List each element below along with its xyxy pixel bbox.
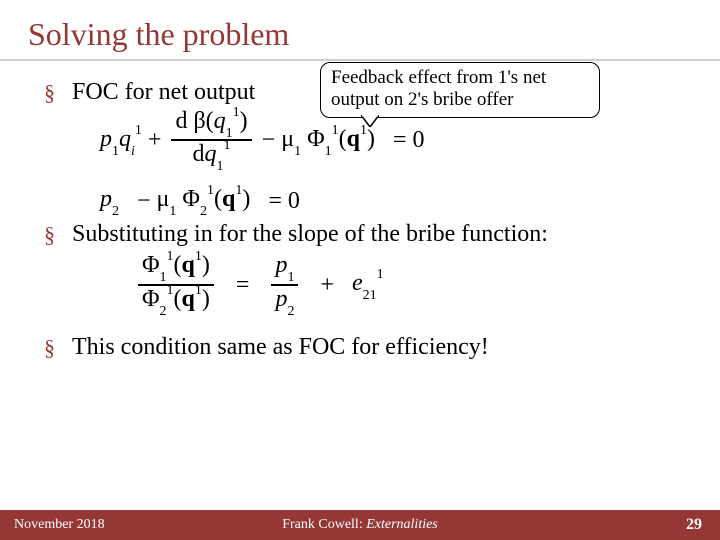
equation-3: Φ11(q1) Φ21(q1) = p1 p2 + e211: [134, 253, 680, 316]
bullet-mark-icon: §: [44, 332, 72, 362]
eq1-p-sub: 1: [112, 144, 119, 159]
eq3-f1t-sub: 1: [160, 270, 167, 285]
eq1-frac-top-q: q: [214, 108, 226, 134]
callout-line2: output on 2's bribe offer: [331, 89, 514, 110]
eq3-f1b-sub: 2: [160, 304, 167, 319]
eq1-qbold: q: [347, 126, 360, 152]
eq1-fraction: d β(q11) dq11: [171, 109, 251, 172]
eq2-mu-sub: 1: [169, 204, 176, 219]
eq1-p: p: [100, 126, 112, 152]
eq3-frac2: p1 p2: [271, 253, 298, 316]
eq3-f2b-p: p: [275, 286, 287, 312]
eq3-f1t-q: q: [182, 252, 195, 278]
eq1-frac-top-close: ): [240, 108, 248, 134]
eq2-p-sub: 2: [112, 204, 119, 219]
eq3-f1b-qsup: 1: [195, 283, 202, 298]
eq2-p: p: [100, 186, 112, 212]
eq3-f2t-sub: 1: [287, 270, 294, 285]
eq2-qbold-sup: 1: [235, 183, 242, 198]
eq1-mu: μ: [281, 126, 294, 152]
eq1-phi-sub: 1: [325, 144, 332, 159]
eq3-f1t-open: (: [174, 252, 182, 278]
bullet-mark-icon: §: [44, 219, 72, 249]
footer-credit-a: Frank Cowell:: [282, 517, 366, 532]
bullet-2-text: Substituting in for the slope of the bri…: [72, 219, 680, 249]
eq3-f1t-close: ): [202, 252, 210, 278]
eq3-f1b-q: q: [182, 286, 195, 312]
bullet-2: § Substituting in for the slope of the b…: [44, 219, 680, 249]
eq3-e: e: [352, 270, 363, 296]
callout-feedback: Feedback effect from 1's net output on 2…: [320, 62, 600, 118]
eq3-f1t-qsup: 1: [195, 249, 202, 264]
eq2-close: ): [242, 186, 250, 212]
bullet-3: § This condition same as FOC for efficie…: [44, 332, 680, 362]
eq1-mu-sub: 1: [294, 144, 301, 159]
eq1-plus: +: [148, 125, 162, 155]
eq1-frac-bot-sub: 1: [217, 159, 224, 174]
eq3-eq: =: [236, 270, 250, 300]
eq1-q-sup: 1: [135, 123, 142, 138]
eq3-f1t-phi: Φ: [142, 252, 160, 278]
eq1-frac-bot-sup: 1: [224, 138, 231, 153]
eq2-phi-sub: 2: [200, 204, 207, 219]
callout-line1: Feedback effect from 1's net: [331, 67, 546, 88]
eq1-frac-top-d: d β(: [175, 108, 213, 134]
eq1-open: (: [339, 126, 347, 152]
eq1-frac-bot-d: d: [193, 141, 205, 167]
eq3-f1b-close: ): [202, 286, 210, 312]
footer-bar: November 2018 Frank Cowell: Externalitie…: [0, 510, 720, 540]
eq3-f2t-p: p: [275, 252, 287, 278]
footer-credit: Frank Cowell: Externalities: [0, 517, 720, 533]
bullet-3-text: This condition same as FOC for efficienc…: [72, 332, 680, 362]
eq2-qbold: q: [222, 186, 235, 212]
eq1-phi-sup: 1: [332, 123, 339, 138]
eq2-open: (: [214, 186, 222, 212]
footer-credit-b: Externalities: [366, 517, 438, 532]
eq1-frac-bot-q: q: [205, 141, 217, 167]
eq2-phi: Φ: [182, 186, 200, 212]
eq3-e-sup: 1: [377, 267, 384, 282]
eq1-close: ): [367, 126, 375, 152]
bullet-mark-icon: §: [44, 77, 72, 107]
eq3-plus: +: [320, 270, 334, 300]
eq2-mu: μ: [157, 186, 170, 212]
eq3-f1t-sup: 1: [167, 249, 174, 264]
equation-1: p1qi1 + d β(q11) dq11 − μ1 Φ11(q1) = 0: [100, 109, 680, 172]
eq2-eq0: = 0: [268, 186, 300, 216]
eq2-phi-sup: 1: [207, 183, 214, 198]
eq3-e-sub: 21: [363, 288, 377, 303]
eq3-f2b-sub: 2: [287, 304, 294, 319]
eq1-eq0: = 0: [393, 125, 425, 155]
callout-tail-icon: [361, 115, 379, 127]
eq1-frac-top-sup: 1: [233, 105, 240, 120]
eq3-f1b-sup: 1: [167, 283, 174, 298]
eq2-minus: −: [137, 186, 151, 216]
eq1-phi: Φ: [307, 126, 325, 152]
eq3-f1b-open: (: [174, 286, 182, 312]
slide-title: Solving the problem: [0, 0, 720, 53]
eq1-q: q: [119, 126, 131, 152]
eq3-f1b-phi: Φ: [142, 286, 160, 312]
eq1-minus: −: [262, 125, 276, 155]
eq3-frac1: Φ11(q1) Φ21(q1): [138, 253, 214, 316]
eq1-q-subi: i: [131, 144, 135, 159]
equation-2: p2 − μ1 Φ21(q1) = 0: [100, 184, 680, 217]
